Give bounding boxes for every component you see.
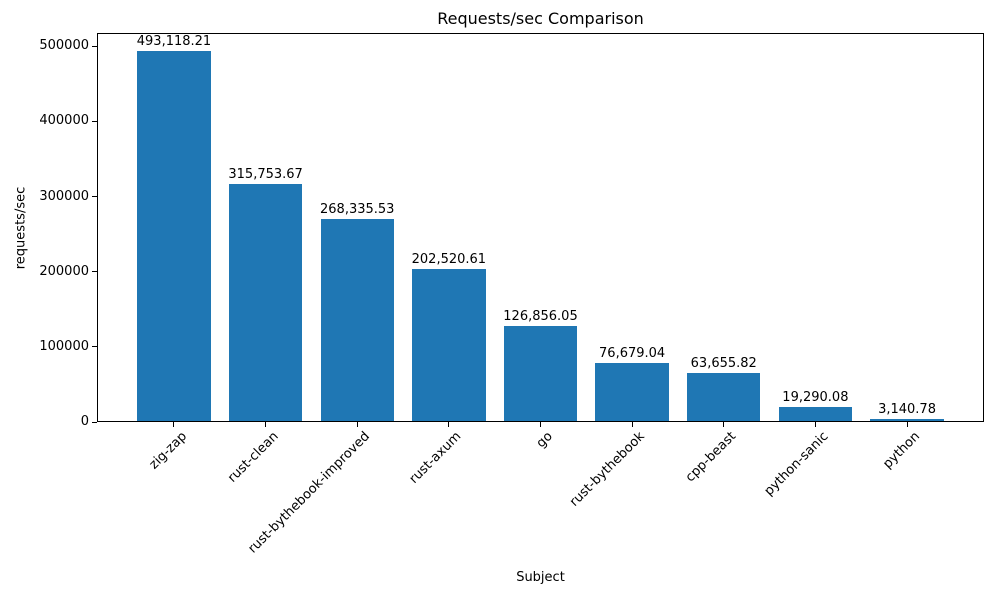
y-tick [92,120,97,122]
x-tick [356,422,358,427]
y-tick-label: 100000 [39,338,89,354]
x-tick-label: go [534,429,557,452]
x-tick-label: rust-axum [406,429,465,487]
bar [687,373,761,421]
x-tick-label: zig-zap [146,429,190,473]
bar [412,268,486,421]
y-tick [92,271,97,273]
y-tick-label: 500000 [39,38,89,54]
x-tick [906,422,908,427]
bar-value-label: 3,140.78 [878,401,936,417]
y-tick [92,346,97,348]
x-tick [173,422,175,427]
y-axis-label: requests/sec [13,186,29,270]
chart-title: Requests/sec Comparison [437,9,644,28]
x-tick [814,422,816,427]
y-tick-label: 0 [80,414,89,429]
bar [870,418,944,421]
x-tick-label: rust-bythebook [567,429,648,510]
bar [595,363,669,421]
x-tick [631,422,633,427]
x-tick-label: python [879,429,923,472]
bar [137,50,211,421]
y-tick-label: 200000 [39,263,89,279]
bar-value-label: 202,520.61 [411,251,487,267]
bar-value-label: 76,679.04 [599,346,666,362]
y-tick [92,421,97,423]
y-tick-label: 400000 [39,113,89,129]
x-tick-label: rust-clean [224,429,282,486]
x-axis-label: Subject [516,570,565,585]
x-tick [265,422,267,427]
x-tick [723,422,725,427]
bar-value-label: 126,856.05 [503,308,578,324]
y-tick-label: 300000 [39,188,89,204]
bar-value-label: 493,118.21 [136,33,212,49]
bar [320,219,394,421]
bar-value-label: 268,335.53 [320,202,395,218]
x-tick [448,422,450,427]
bar-value-label: 315,753.67 [228,166,303,182]
y-tick [92,196,97,198]
bar [778,406,853,421]
bar [228,183,303,421]
bar-value-label: 63,655.82 [690,356,757,372]
bar [503,325,578,421]
x-tick-label: cpp-beast [683,429,740,486]
x-tick-label: python-sanic [761,429,832,499]
bar-value-label: 19,290.08 [782,389,849,405]
y-tick [92,45,97,47]
plot-area: 493,118.21 315,753.67 268,335.53 202,520.61… [97,33,984,422]
x-tick [540,422,541,427]
